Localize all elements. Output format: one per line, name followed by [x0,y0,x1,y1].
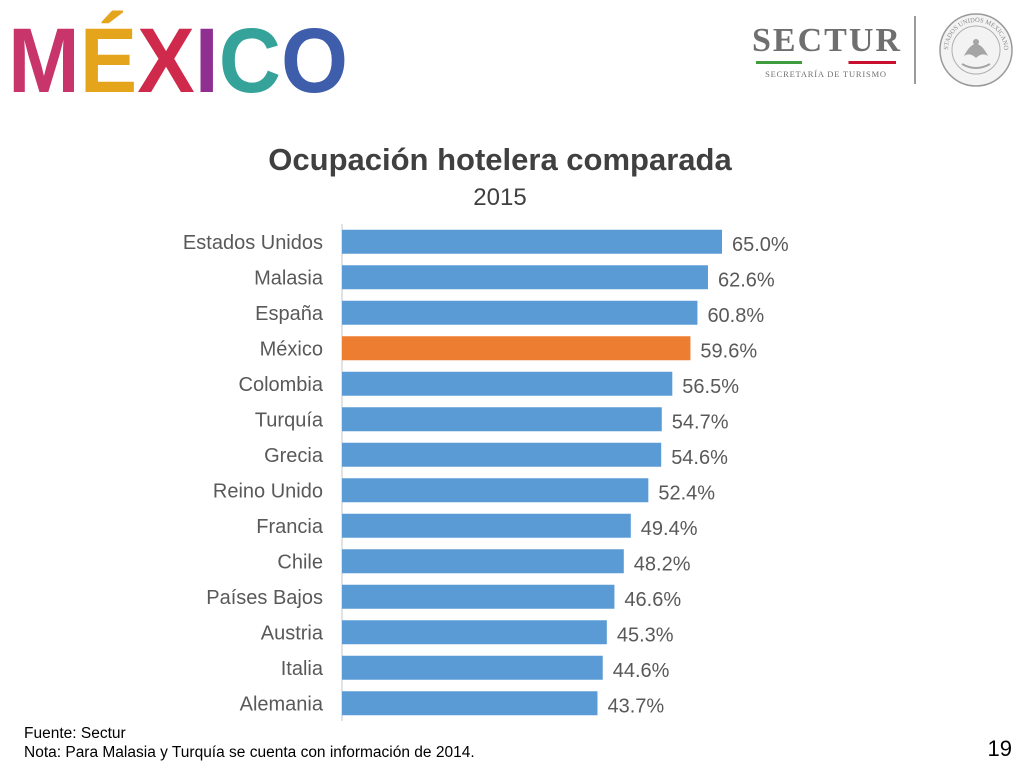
bar [342,691,598,716]
logo-letter: O [281,10,348,100]
footer-notes: Fuente: Sectur Nota: Para Malasia y Turq… [24,724,475,762]
chart-subtitle: 2015 [473,184,527,211]
sectur-logo-name: SECTUR [752,22,902,59]
logo-letter: X [137,10,194,100]
category-label: Colombia [239,374,324,396]
bar [342,300,698,325]
category-label: Austria [261,622,324,644]
bar [342,620,607,645]
sectur-logo-stripe [756,61,896,64]
category-label: Malasia [254,267,324,289]
category-label: España [255,303,324,325]
bar [342,336,691,361]
category-label: Francia [256,516,324,538]
data-label: 48.2% [634,553,691,575]
bar [342,549,624,574]
data-label: 56.5% [682,376,739,398]
bar [342,513,631,538]
bar [342,229,722,254]
data-label: 62.6% [718,269,775,291]
data-label: 54.6% [671,447,728,469]
footer-source: Fuente: Sectur [24,725,126,742]
logo-letter: C [219,10,281,100]
sectur-logo: SECTUR SECRETARÍA DE TURISMO [752,22,900,82]
logo-letter: M [8,10,80,100]
data-label: 49.4% [641,518,698,540]
logo-letter: É [80,9,137,100]
logo-letter: I [195,10,219,100]
chart-title: Ocupación hotelera comparada [268,142,732,177]
data-label: 59.6% [700,340,757,362]
data-label: 43.7% [607,695,664,717]
data-label: 60.8% [707,305,764,327]
data-label: 46.6% [624,589,681,611]
bar [342,265,708,290]
data-label: 45.3% [617,624,674,646]
bar [342,655,603,680]
bar [342,371,673,396]
bar [342,407,662,432]
data-label: 54.7% [672,411,729,433]
category-label: Italia [281,658,324,680]
category-label: Países Bajos [206,587,323,609]
sectur-logo-subtitle: SECRETARÍA DE TURISMO [765,69,887,79]
bar [342,442,662,467]
category-label: Alemania [240,693,324,715]
category-label: Estados Unidos [183,232,323,254]
category-label: México [260,338,323,360]
mexican-seal-icon: ESTADOS UNIDOS MEXICANOS [938,12,1013,87]
data-label: 44.6% [613,660,670,682]
data-label: 65.0% [732,234,789,256]
page-number: 19 [987,736,1012,761]
data-label: 52.4% [658,482,715,504]
footer-note: Nota: Para Malasia y Turquía se cuenta c… [24,744,475,761]
category-label: Reino Unido [213,480,323,502]
bar [342,584,615,609]
mexico-brand-logo: MÉXICO [8,9,348,100]
bar [342,478,649,503]
category-label: Turquía [255,409,324,431]
svg-text:MÉXICO: MÉXICO [8,9,348,100]
category-label: Chile [277,551,323,573]
header-divider [914,16,916,84]
category-label: Grecia [264,445,324,467]
